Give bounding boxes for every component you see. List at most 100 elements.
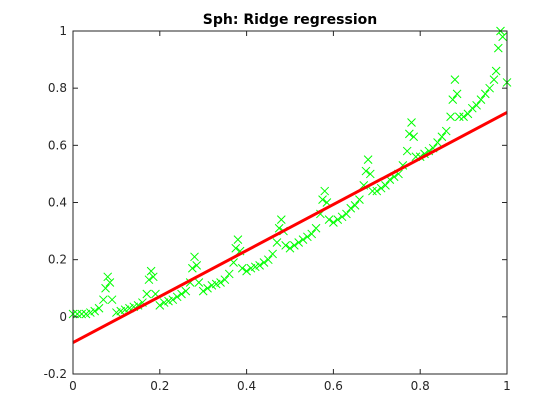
data-point — [472, 100, 481, 110]
y-tick-label: 0 — [59, 310, 67, 324]
data-point — [168, 295, 178, 305]
data-point — [463, 109, 473, 119]
data-point — [177, 289, 186, 299]
data-point — [402, 146, 412, 156]
data-point — [94, 303, 104, 313]
data-point — [77, 309, 87, 319]
data-point — [407, 118, 416, 127]
data-point — [99, 295, 108, 305]
regression-line — [72, 111, 508, 344]
data-point — [294, 238, 304, 247]
data-point — [376, 183, 386, 193]
data-point — [318, 195, 327, 204]
data-point — [298, 235, 308, 245]
data-point — [452, 89, 462, 99]
data-point — [454, 112, 464, 122]
data-point — [446, 112, 455, 122]
x-tick-label: 1 — [503, 379, 511, 393]
data-point — [346, 203, 356, 213]
data-point — [146, 266, 156, 276]
data-point — [450, 75, 460, 84]
data-point — [489, 75, 499, 84]
data-point — [437, 132, 447, 142]
data-point — [268, 249, 277, 259]
data-point — [404, 129, 414, 139]
data-point — [324, 215, 334, 225]
data-point — [148, 272, 158, 282]
data-point — [381, 180, 390, 190]
data-point — [276, 215, 286, 225]
data-point — [90, 306, 100, 316]
data-point — [224, 269, 234, 279]
data-point — [144, 275, 154, 285]
data-point — [105, 278, 115, 287]
x-tick-label: 0.2 — [150, 379, 169, 393]
y-tick-label: -0.2 — [44, 367, 67, 381]
data-point — [361, 166, 371, 176]
data-point — [480, 89, 490, 99]
y-tick-label: 0.2 — [48, 253, 67, 267]
series-layer — [68, 26, 512, 344]
data-point — [192, 261, 202, 270]
data-point — [433, 138, 442, 147]
plot-area — [73, 31, 507, 374]
data-point — [491, 66, 501, 76]
data-point — [237, 263, 247, 273]
data-point — [448, 95, 458, 104]
data-point — [155, 301, 165, 310]
data-point — [190, 252, 199, 262]
data-point — [303, 232, 312, 242]
data-point — [355, 195, 364, 204]
data-point — [220, 275, 230, 285]
x-tick-label: 0 — [69, 379, 77, 393]
y-tick-label: 0.4 — [48, 196, 67, 210]
data-point — [198, 286, 208, 296]
data-point — [285, 243, 295, 253]
data-point — [187, 263, 197, 273]
data-point — [181, 286, 191, 296]
data-point — [231, 243, 241, 253]
data-point — [272, 238, 282, 247]
data-point — [101, 283, 110, 293]
data-point — [498, 32, 508, 42]
data-point — [233, 235, 243, 245]
data-point — [142, 289, 152, 299]
x-tick-label: 0.8 — [411, 379, 430, 393]
data-point — [203, 283, 212, 293]
data-point — [368, 186, 377, 196]
data-point — [372, 186, 382, 196]
scatter-series — [68, 26, 512, 319]
data-point — [329, 218, 338, 227]
data-point — [409, 132, 419, 142]
data-point — [467, 103, 477, 113]
ticks-layer: 0 0.2 0.4 0.6 0.8 1-0.200.20.40.60.81 — [44, 24, 511, 393]
data-point — [350, 201, 360, 210]
data-point — [281, 241, 291, 250]
data-point — [289, 241, 299, 250]
y-tick-label: 0.8 — [48, 81, 67, 95]
y-tick-label: 0.6 — [48, 138, 67, 152]
data-point — [363, 155, 373, 164]
data-point — [337, 212, 347, 222]
data-point — [476, 95, 486, 104]
data-point — [342, 209, 351, 219]
x-tick-label: 0.6 — [324, 379, 343, 393]
data-point — [216, 278, 225, 287]
data-point — [333, 215, 343, 225]
data-point — [320, 186, 330, 196]
data-point — [259, 258, 269, 267]
data-point — [307, 229, 317, 239]
data-point — [493, 43, 503, 53]
data-point — [263, 255, 273, 265]
data-point — [485, 83, 494, 93]
data-point — [365, 169, 375, 179]
x-tick-label: 0.4 — [237, 379, 256, 393]
data-point — [103, 272, 113, 282]
data-point — [194, 278, 204, 287]
chart-title: Sph: Ridge regression — [203, 12, 377, 28]
data-point — [107, 295, 117, 305]
data-point — [172, 292, 182, 302]
data-point — [311, 223, 321, 233]
data-point — [459, 112, 468, 122]
